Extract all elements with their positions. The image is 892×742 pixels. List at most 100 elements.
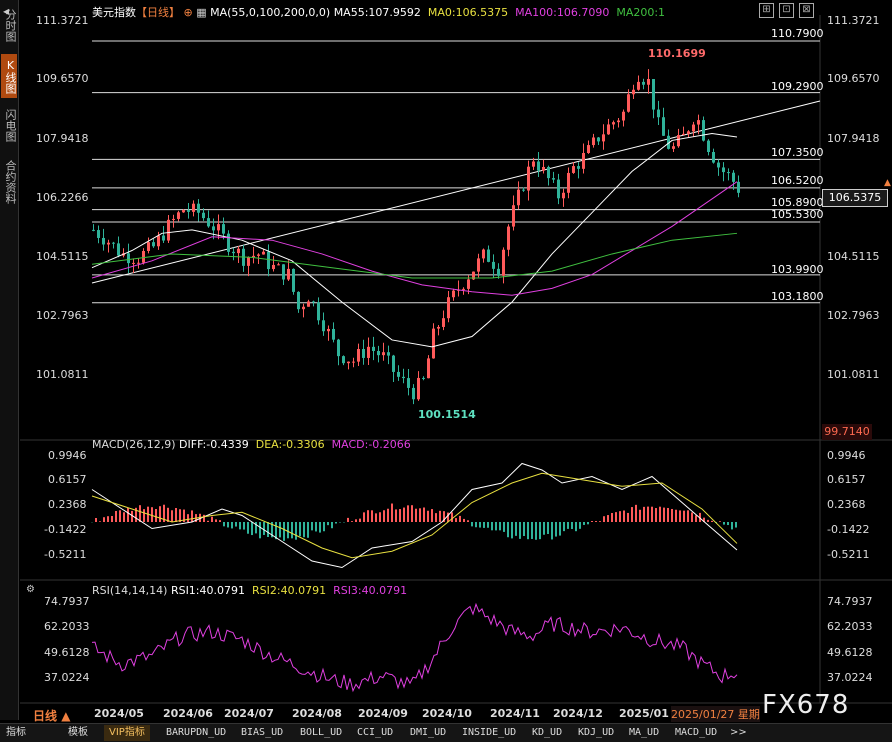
candle-body [562,192,565,199]
tab-vip-indicators[interactable]: VIP指标 [104,725,150,741]
candle-body [677,135,680,147]
macd-plot [91,462,738,569]
current-price-tag: 106.5375 [822,189,888,207]
y-tick-left: 111.3721 [36,14,89,27]
candle-body [512,205,515,227]
macd-y-tick-right: 0.9946 [827,449,866,462]
period-selector[interactable]: 日线 ▲ [33,707,70,724]
candle-body [207,218,210,227]
candle-body [287,268,290,280]
macd-diff: DIFF:-0.4339 [179,438,249,451]
ma-settings-icon[interactable]: ▦ [196,6,211,19]
period-selector-label: 日线 [33,709,58,723]
ma100-value: MA100:106.7090 [515,6,610,19]
candle-body [637,81,640,90]
macd-y-tick-right: -0.1422 [827,523,870,536]
tab-bias[interactable]: BIAS_UD [241,727,284,738]
instrument-name: 美元指数 [92,6,136,19]
rsi2-value: RSI2:40.0791 [252,584,327,597]
watermark-logo: FX678 [762,690,850,720]
candle-body [307,301,310,307]
candle-body [162,235,165,241]
support-resistance-levels [92,40,820,304]
candle-body [587,145,590,154]
tab-indicators[interactable]: 指标 [6,727,26,738]
candle-body [267,251,270,270]
candle-body [257,254,260,256]
ma200-line [91,232,738,279]
sidebar-menu-icon[interactable]: ◂ [3,4,10,18]
tab-templates[interactable]: 模板 [68,727,88,738]
y-tick-right: 107.9418 [827,132,880,145]
candle-body [222,224,225,234]
x-tick: 2025/01 [619,707,669,720]
low-price-label: 100.1514 [418,408,476,421]
period-toggle-icon[interactable]: ⊕ [180,6,197,19]
candle-body [532,161,535,167]
period-label[interactable]: 【日线】 [136,6,180,19]
ma200-value: MA200:1 [616,6,666,19]
candle-body [472,271,475,280]
tab-time-share[interactable]: 分时图 [4,8,17,42]
tab-lightning[interactable]: 闪电图 [4,108,17,142]
candle-body [247,257,250,266]
candle-body [417,377,420,400]
candle-body [352,361,355,363]
candle-body [697,120,700,125]
candle-body [667,135,670,149]
settings-gear-icon[interactable]: ⚙ [26,584,35,595]
candle-body [237,248,240,254]
candle-body [97,230,100,238]
y-tick-right: 101.0811 [827,368,880,381]
tab-macd[interactable]: MACD_UD [675,727,718,738]
x-tick: 2024/11 [490,707,540,720]
candle-body [452,290,455,298]
candle-body [197,203,200,213]
rsi3-value: RSI3:40.0791 [333,584,408,597]
rsi-title[interactable]: RSI(14,14,14) [92,584,168,597]
candle-body [252,255,255,258]
candle-body [702,120,705,141]
x-tick: 2024/09 [358,707,408,720]
tab-kd[interactable]: KD_UD [532,727,563,738]
tab-kline[interactable]: K线图 [1,54,17,98]
tab-contract-info[interactable]: 合约资料 [4,160,17,204]
tab-kdj[interactable]: KDJ_UD [578,727,615,738]
candle-body [262,251,265,255]
candle-body [297,291,300,310]
candle-body [112,242,115,244]
tab-dmi[interactable]: DMI_UD [410,727,447,738]
macd-dea: DEA:-0.3306 [255,438,325,451]
candle-body [177,212,180,219]
level-label: 107.3500 [771,146,824,159]
candle-body [527,166,530,191]
tab-ma[interactable]: MA_UD [629,727,660,738]
tab-boll[interactable]: BOLL_UD [300,727,343,738]
maximize-icon[interactable]: ⊞ [759,3,774,18]
tab-cci[interactable]: CCI_UD [357,727,394,738]
tab-barupdn[interactable]: BARUPDN_UD [166,727,227,738]
candle-body [572,166,575,173]
macd-y-tick: 0.6157 [48,473,87,486]
macd-y-tick: 0.9946 [48,449,87,462]
macd-title[interactable]: MACD(26,12,9) [92,438,176,451]
price-up-arrow-icon: ▲ [884,178,891,188]
macd-y-tick: -0.5211 [44,548,87,561]
tab-more-chevron-icon[interactable]: >> [730,727,747,738]
candle-body [387,352,390,356]
x-tick: 2024/06 [163,707,213,720]
rsi-y-tick-right: 62.2033 [827,620,873,633]
tab-inside[interactable]: INSIDE_UD [462,727,517,738]
level-label: 105.8900 [771,196,824,209]
y-tick-left: 109.6570 [36,72,89,85]
restore-icon[interactable]: ⊡ [779,3,794,18]
candle-body [737,181,740,193]
candle-body [507,226,510,250]
candle-body [442,318,445,327]
x-tick: 2024/12 [553,707,603,720]
candle-body [212,226,215,231]
candle-body [462,288,465,290]
macd-y-tick-right: -0.5211 [827,548,870,561]
close-icon[interactable]: ⊠ [799,3,814,18]
